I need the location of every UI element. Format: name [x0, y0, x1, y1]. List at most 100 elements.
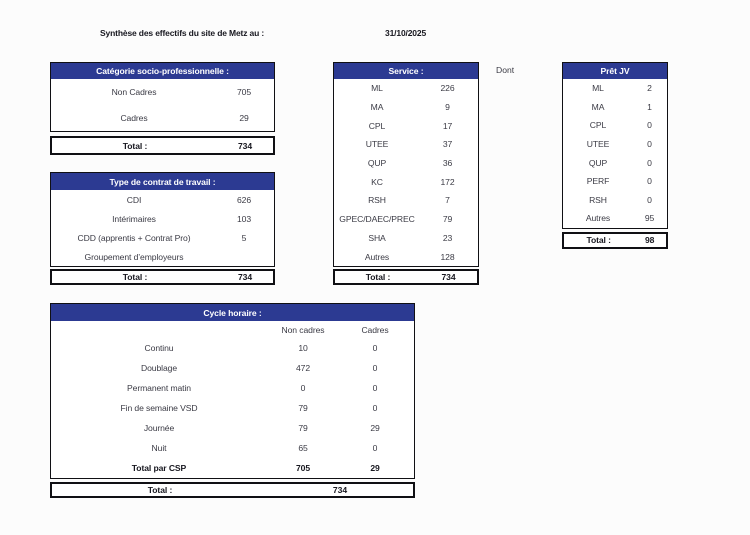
- cell-value: 0: [647, 157, 652, 168]
- cell-label: Continu: [144, 343, 174, 353]
- table-row: Permanent matin 0 0: [51, 378, 414, 398]
- cell-value: 1: [647, 101, 652, 112]
- table-row: CPL 0: [563, 116, 667, 135]
- column-header-cadres: Cadres: [361, 324, 389, 335]
- cell-label: UTEE: [586, 139, 610, 150]
- cell-label: Fin de semaine VSD: [120, 403, 198, 413]
- table-pret-jv-box: Prêt JV ML 2 MA 1 CPL 0 UTEE 0 QUP 0: [562, 62, 668, 229]
- total-value: 734: [237, 272, 253, 282]
- table-row: Fin de semaine VSD 79 0: [51, 398, 414, 418]
- cell-value: 128: [440, 251, 455, 262]
- table-row: KC 172: [334, 172, 478, 191]
- cell-value: 705: [236, 87, 252, 97]
- report-title: Synthèse des effectifs du site de Metz a…: [100, 28, 265, 38]
- table-row: ML 2: [563, 79, 667, 98]
- table-pret-jv: Prêt JV ML 2 MA 1 CPL 0 UTEE 0 QUP 0: [562, 62, 668, 249]
- table-csp-title: Catégorie socio-professionnelle :: [51, 63, 274, 79]
- cell-value: 0: [300, 383, 306, 393]
- cell-value: 36: [442, 158, 453, 169]
- table-cycle-horaire-box: Cycle horaire : Non cadres Cadres Contin…: [50, 303, 415, 479]
- table-row: QUP 0: [563, 153, 667, 172]
- cell-value: 226: [440, 83, 455, 94]
- subtotal-value: 705: [295, 463, 311, 473]
- cell-label: SHA: [368, 232, 386, 243]
- cell-label: MA: [591, 101, 605, 112]
- cell-value: 10: [298, 343, 308, 353]
- cell-label: Autres: [364, 251, 390, 262]
- table-service-box: Service : ML 226 MA 9 CPL 17 UTEE 37 QUP…: [333, 62, 479, 267]
- cell-value: 2: [647, 83, 652, 94]
- report-date: 31/10/2025: [385, 28, 427, 38]
- cell-value: 17: [442, 120, 453, 131]
- table-row: Intérimaires 103: [51, 209, 274, 228]
- cell-value: 95: [644, 213, 655, 224]
- table-cycle-horaire-title: Cycle horaire :: [51, 304, 414, 321]
- cell-value: 7: [445, 195, 450, 206]
- column-header-non-cadres: Non cadres: [281, 324, 325, 335]
- cell-label: QUP: [367, 158, 387, 169]
- cell-value: 0: [372, 403, 378, 413]
- total-label: Total :: [147, 485, 173, 495]
- table-row: Continu 10 0: [51, 338, 414, 358]
- table-row: RSH 7: [334, 191, 478, 210]
- cell-value: 79: [298, 403, 308, 413]
- table-row: RSH 0: [563, 191, 667, 210]
- table-row: CDD (apprentis + Contrat Pro) 5: [51, 228, 274, 247]
- total-label: Total :: [122, 140, 148, 151]
- table-pret-jv-title: Prêt JV: [563, 63, 667, 79]
- subtotal-row: Total par CSP 705 29: [51, 458, 414, 478]
- table-row: Nuit 65 0: [51, 438, 414, 458]
- cell-value: 23: [442, 232, 453, 243]
- cell-value: 0: [372, 343, 378, 353]
- table-row: PERF 0: [563, 172, 667, 191]
- total-label: Total :: [586, 235, 611, 246]
- cell-value: 9: [445, 102, 450, 113]
- total-value: 734: [237, 140, 253, 151]
- table-csp-box: Catégorie socio-professionnelle : Non Ca…: [50, 62, 275, 132]
- table-row: MA 1: [563, 98, 667, 117]
- table-contrat-total-row: Total : 734: [50, 269, 275, 285]
- cell-value: 0: [372, 363, 378, 373]
- cell-label: Intérimaires: [112, 213, 156, 224]
- cell-label: GPEC/DAEC/PREC: [339, 214, 415, 225]
- total-value: 98: [644, 235, 655, 246]
- cell-label: Groupement d’employeurs: [84, 251, 184, 262]
- cell-value: 37: [442, 139, 453, 150]
- cell-value: 79: [442, 214, 453, 225]
- table-row: Groupement d’employeurs: [51, 247, 274, 266]
- subtotal-label: Total par CSP: [131, 463, 187, 473]
- cell-label: Doublage: [141, 363, 177, 373]
- dont-label: Dont: [496, 65, 515, 75]
- table-contrat-box: Type de contrat de travail : CDI 626 Int…: [50, 172, 275, 267]
- table-row: UTEE 0: [563, 135, 667, 154]
- cell-label: KC: [371, 176, 383, 187]
- cell-value: 0: [647, 194, 652, 205]
- total-label: Total :: [122, 272, 148, 282]
- cell-label: CPL: [589, 120, 607, 131]
- table-row: UTEE 37: [334, 135, 478, 154]
- table-pret-jv-total-row: Total : 98: [562, 231, 668, 249]
- cell-value: 103: [236, 213, 252, 224]
- cell-value: 0: [647, 120, 652, 131]
- table-cycle-horaire: Cycle horaire : Non cadres Cadres Contin…: [50, 303, 415, 498]
- table-service-total-row: Total : 734: [333, 268, 479, 285]
- cell-label: PERF: [586, 176, 610, 187]
- cell-label: CDI: [126, 194, 142, 205]
- total-label: Total :: [365, 271, 391, 282]
- subtotal-value: 29: [370, 463, 380, 473]
- cell-label: ML: [592, 83, 604, 94]
- cell-label: CPL: [368, 120, 386, 131]
- table-row: Autres 128: [334, 247, 478, 266]
- table-cycle-horaire-total-row: Total : 734: [50, 482, 415, 498]
- cell-value: 626: [236, 194, 252, 205]
- cell-label: QUP: [588, 157, 608, 168]
- cell-label: CDD (apprentis + Contrat Pro): [77, 232, 191, 243]
- cell-value: 29: [239, 113, 249, 123]
- cell-value: 29: [370, 423, 380, 433]
- cell-label: Permanent matin: [127, 383, 191, 393]
- table-row: Doublage 472 0: [51, 358, 414, 378]
- cell-value: 172: [440, 176, 455, 187]
- cell-value: 65: [298, 443, 308, 453]
- cell-value: 0: [372, 443, 378, 453]
